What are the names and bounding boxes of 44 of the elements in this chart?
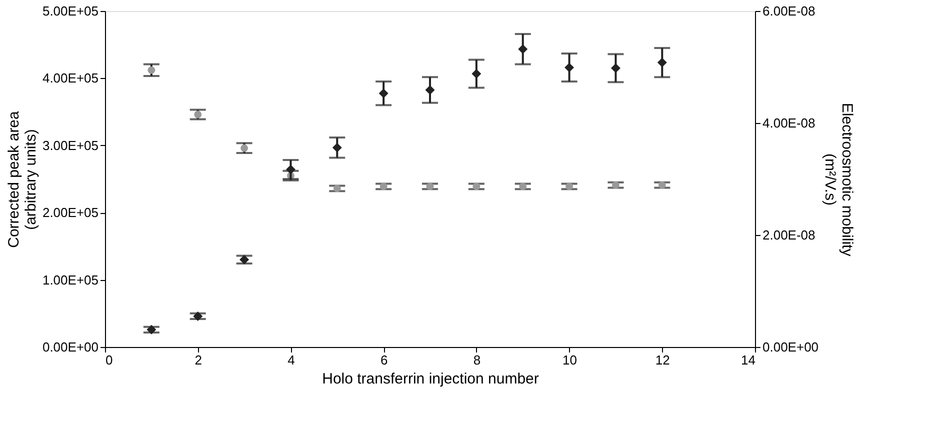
x-tick-label: 4: [288, 352, 295, 368]
point: [657, 58, 667, 68]
x-tick-label: 10: [562, 352, 578, 368]
x-tick-label: 2: [194, 352, 202, 368]
point: [380, 182, 388, 190]
point: [566, 182, 573, 190]
y2-tick-label: 6.00E-08: [762, 4, 816, 18]
y2-tick-label: 4.00E-08: [762, 116, 816, 130]
point: [194, 110, 202, 118]
point: [193, 311, 203, 321]
y2-tick-label: 0.00E+00: [762, 340, 819, 354]
point: [472, 68, 482, 78]
x-axis-title: Holo transferrin injection number: [322, 370, 539, 388]
point: [146, 324, 156, 334]
x-tick-label: 6: [380, 352, 388, 368]
y2-tick-label: 2.00E-08: [762, 228, 816, 242]
point: [240, 144, 248, 152]
point: [286, 164, 296, 174]
y2-axis-title: Electroosmotic mobility (m²/V.s): [822, 102, 856, 257]
point: [426, 182, 434, 190]
point: [425, 85, 435, 95]
x-tick-label: 12: [655, 352, 670, 368]
point: [564, 62, 574, 72]
y-tick-label: 2.00E+05: [42, 205, 98, 220]
point: [240, 254, 250, 264]
point: [472, 182, 480, 190]
x-tick-label: 8: [473, 352, 481, 368]
point: [518, 44, 528, 54]
y-axis-title: Corrected peak area (arbitrary units): [5, 110, 40, 248]
y-tick-label: 0.00E+00: [42, 340, 98, 354]
y-tick-label: 4.00E+05: [42, 70, 98, 86]
point: [378, 88, 388, 98]
point: [610, 63, 620, 73]
y-tick-label: 3.00E+05: [42, 138, 98, 153]
y-tick-label: 1.00E+05: [42, 272, 98, 288]
point: [332, 142, 342, 152]
point: [612, 181, 620, 189]
point: [658, 181, 666, 189]
point: [519, 182, 527, 190]
point: [333, 184, 341, 192]
point: [148, 66, 156, 74]
x-tick-label: 14: [741, 352, 756, 368]
x-tick-label: 0: [106, 352, 113, 368]
y-tick-label: 5.00E+05: [42, 4, 98, 18]
